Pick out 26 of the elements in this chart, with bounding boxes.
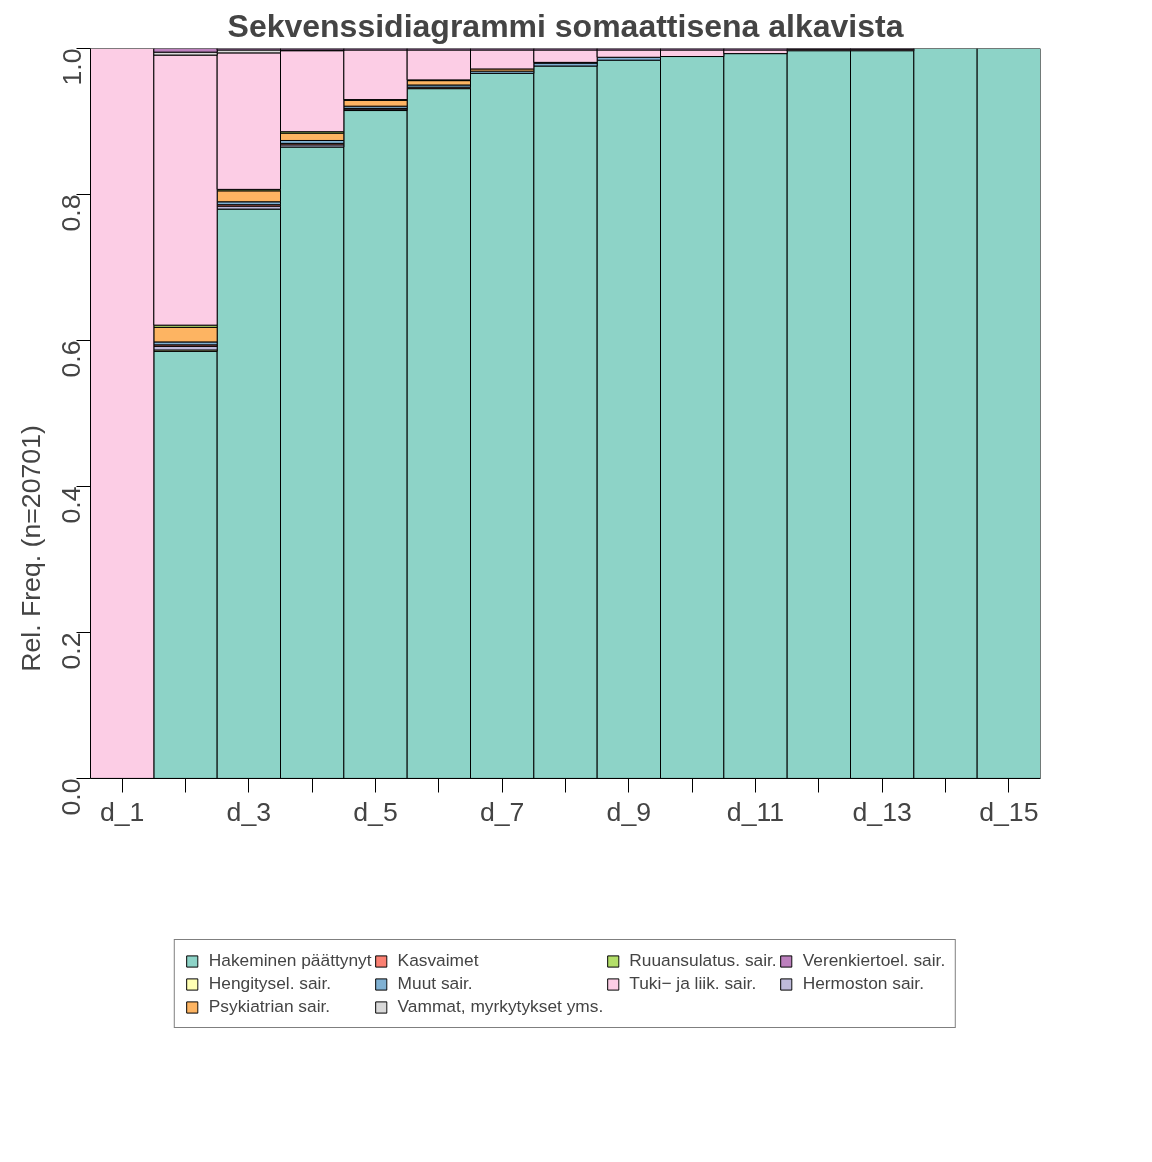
x-tick-label: d_5 [353,797,398,828]
legend-label: Psykiatrian sair. [208,996,331,1017]
legend-label: Kasvaimet [397,950,479,971]
y-tick-label: 0.0 [56,778,87,816]
y-tick-label: 0.4 [56,486,87,524]
y-tick-label: 1.0 [56,48,87,86]
legend-label: Vammat, myrkytykset yms. [397,996,604,1017]
x-tick-label: d_9 [606,797,652,828]
y-axis-title: Rel. Freq. (n=20701) [15,425,46,672]
x-tick-label: d_3 [226,797,272,828]
legend-label: Hengitysel. sair. [208,973,332,994]
y-tick-label: 0.2 [56,632,87,670]
legend-label: Hermoston sair. [802,973,925,994]
legend-label: Hakeminen päättynyt [208,950,372,971]
chart-title: Sekvenssidiagrammi somaattisena alkavista [227,7,904,44]
y-tick-label: 0.6 [56,340,87,378]
y-tick-label: 0.8 [56,194,87,232]
legend-label: Verenkiertoel. sair. [802,950,946,971]
x-tick-label: d_13 [852,797,912,828]
x-tick-label: d_1 [99,797,145,828]
legend-label: Ruuansulatus. sair. [629,950,777,971]
legend-label: Tuki− ja liik. sair. [629,973,757,994]
x-tick-label: d_15 [979,797,1039,828]
x-tick-label: d_7 [479,797,525,828]
legend-label: Muut sair. [397,973,473,994]
x-tick-label: d_11 [726,797,785,828]
